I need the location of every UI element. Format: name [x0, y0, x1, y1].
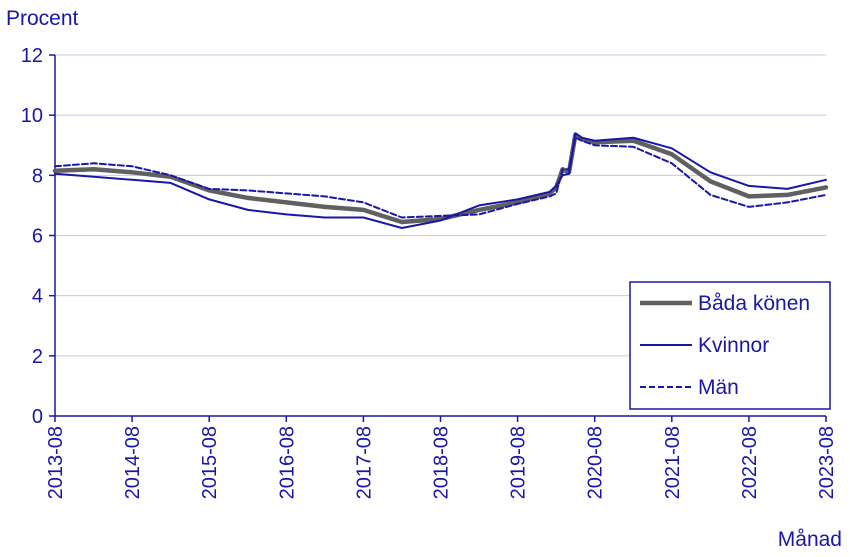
x-tick-label: 2014-08 [122, 426, 144, 499]
y-tick-label: 4 [32, 286, 43, 308]
y-tick-label: 12 [21, 45, 43, 67]
x-tick-label: 2018-08 [431, 426, 453, 499]
x-tick-label: 2021-08 [662, 426, 684, 499]
x-tick-label: 2023-08 [816, 426, 838, 499]
y-tick-label: 2 [32, 346, 43, 368]
y-tick-label: 6 [32, 226, 43, 248]
series-line-dashed [54, 136, 827, 219]
legend-label: Män [698, 376, 739, 399]
y-axis-title: Procent [6, 7, 79, 30]
x-tick-label: 2013-08 [45, 426, 67, 499]
x-axis-title: Månad [777, 528, 842, 551]
x-tick-label: 2022-08 [739, 426, 761, 499]
x-tick-label: 2020-08 [585, 426, 607, 499]
y-tick-label: 10 [21, 105, 43, 127]
legend-label: Båda könen [698, 292, 810, 315]
y-tick-label: 8 [32, 165, 43, 187]
series-line-thick-gray [52, 132, 829, 225]
x-tick-label: 2015-08 [199, 426, 221, 499]
y-tick-label: 0 [32, 406, 43, 428]
series-line-thin-solid [54, 132, 827, 229]
x-tick-label: 2016-08 [276, 426, 298, 499]
legend-label: Kvinnor [698, 334, 769, 357]
x-tick-label: 2017-08 [353, 426, 375, 499]
x-tick-label: 2019-08 [508, 426, 530, 499]
